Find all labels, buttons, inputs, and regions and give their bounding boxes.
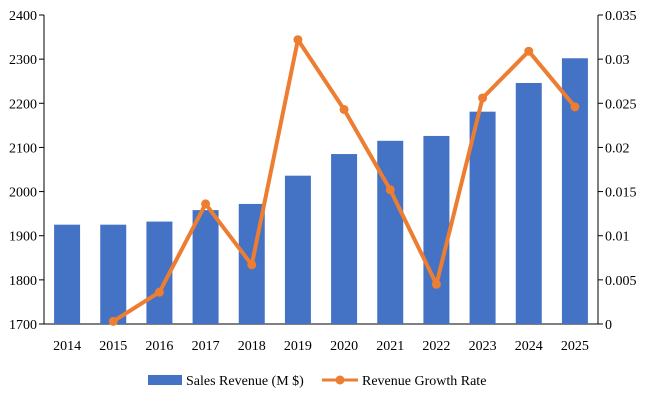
line-point (524, 46, 534, 56)
y-left-tick-label: 2300 (9, 53, 37, 68)
y-right-tick-label: 0.02 (605, 141, 630, 156)
x-tick-label: 2024 (515, 339, 543, 354)
x-tick-label: 2021 (376, 339, 404, 354)
y-right-tick-label: 0.025 (605, 97, 637, 112)
x-tick-label: 2022 (422, 339, 450, 354)
bar (331, 154, 358, 324)
bar (100, 224, 127, 324)
line-point (108, 316, 118, 326)
y-left-tick-label: 1800 (9, 274, 37, 289)
line-point (201, 199, 211, 209)
y-left-tick-label: 2200 (9, 97, 37, 112)
line-point (293, 35, 303, 45)
bar (192, 210, 219, 324)
x-tick-label: 2019 (284, 339, 312, 354)
legend: Sales Revenue (M $) Revenue Growth Rate (148, 374, 486, 389)
line-series (108, 35, 580, 326)
y-right-tick-label: 0.03 (605, 53, 630, 68)
y-right-tick-label: 0.035 (605, 9, 637, 24)
line-point (154, 287, 164, 297)
bar (469, 111, 496, 325)
x-tick-label: 2015 (99, 339, 127, 354)
bar-series (54, 58, 588, 325)
legend-swatch-marker (335, 375, 345, 385)
y-right-tick-label: 0 (605, 318, 612, 333)
x-tick-label: 2025 (561, 339, 589, 354)
y-left-tick-label: 2100 (9, 141, 37, 156)
bar (54, 224, 81, 324)
bar (284, 175, 311, 324)
y-right-tick-label: 0.015 (605, 186, 637, 201)
y-left-tick-label: 2000 (9, 186, 37, 201)
x-tick-label: 2016 (145, 339, 173, 354)
x-tick-label: 2017 (192, 339, 220, 354)
legend-swatch-bar (148, 375, 182, 385)
bar (377, 140, 404, 324)
y-right-tick-label: 0.005 (605, 274, 637, 289)
axes (39, 14, 603, 325)
line-point (339, 104, 349, 114)
y-left-tick-label: 2400 (9, 9, 37, 24)
bar (515, 82, 542, 324)
x-tick-label: 2018 (238, 339, 266, 354)
x-tick-label: 2023 (469, 339, 497, 354)
x-tick-label: 2020 (330, 339, 358, 354)
line-point (570, 102, 580, 112)
line-point (431, 279, 441, 289)
line-point (478, 93, 488, 103)
line-point (385, 185, 395, 195)
legend-label-line: Revenue Growth Rate (362, 374, 486, 389)
y-left-tick-label: 1900 (9, 230, 37, 245)
y-left-tick-label: 1700 (9, 318, 37, 333)
x-tick-label: 2014 (53, 339, 81, 354)
line-point (247, 260, 257, 270)
y-right-tick-label: 0.01 (605, 230, 630, 245)
tick-labels: 1700 1800 1900 2000 2100 2200 2300 2400 0 0.005 0.… (9, 9, 637, 354)
legend-label-bar: Sales Revenue (M $) (186, 374, 304, 389)
bar (423, 135, 450, 324)
